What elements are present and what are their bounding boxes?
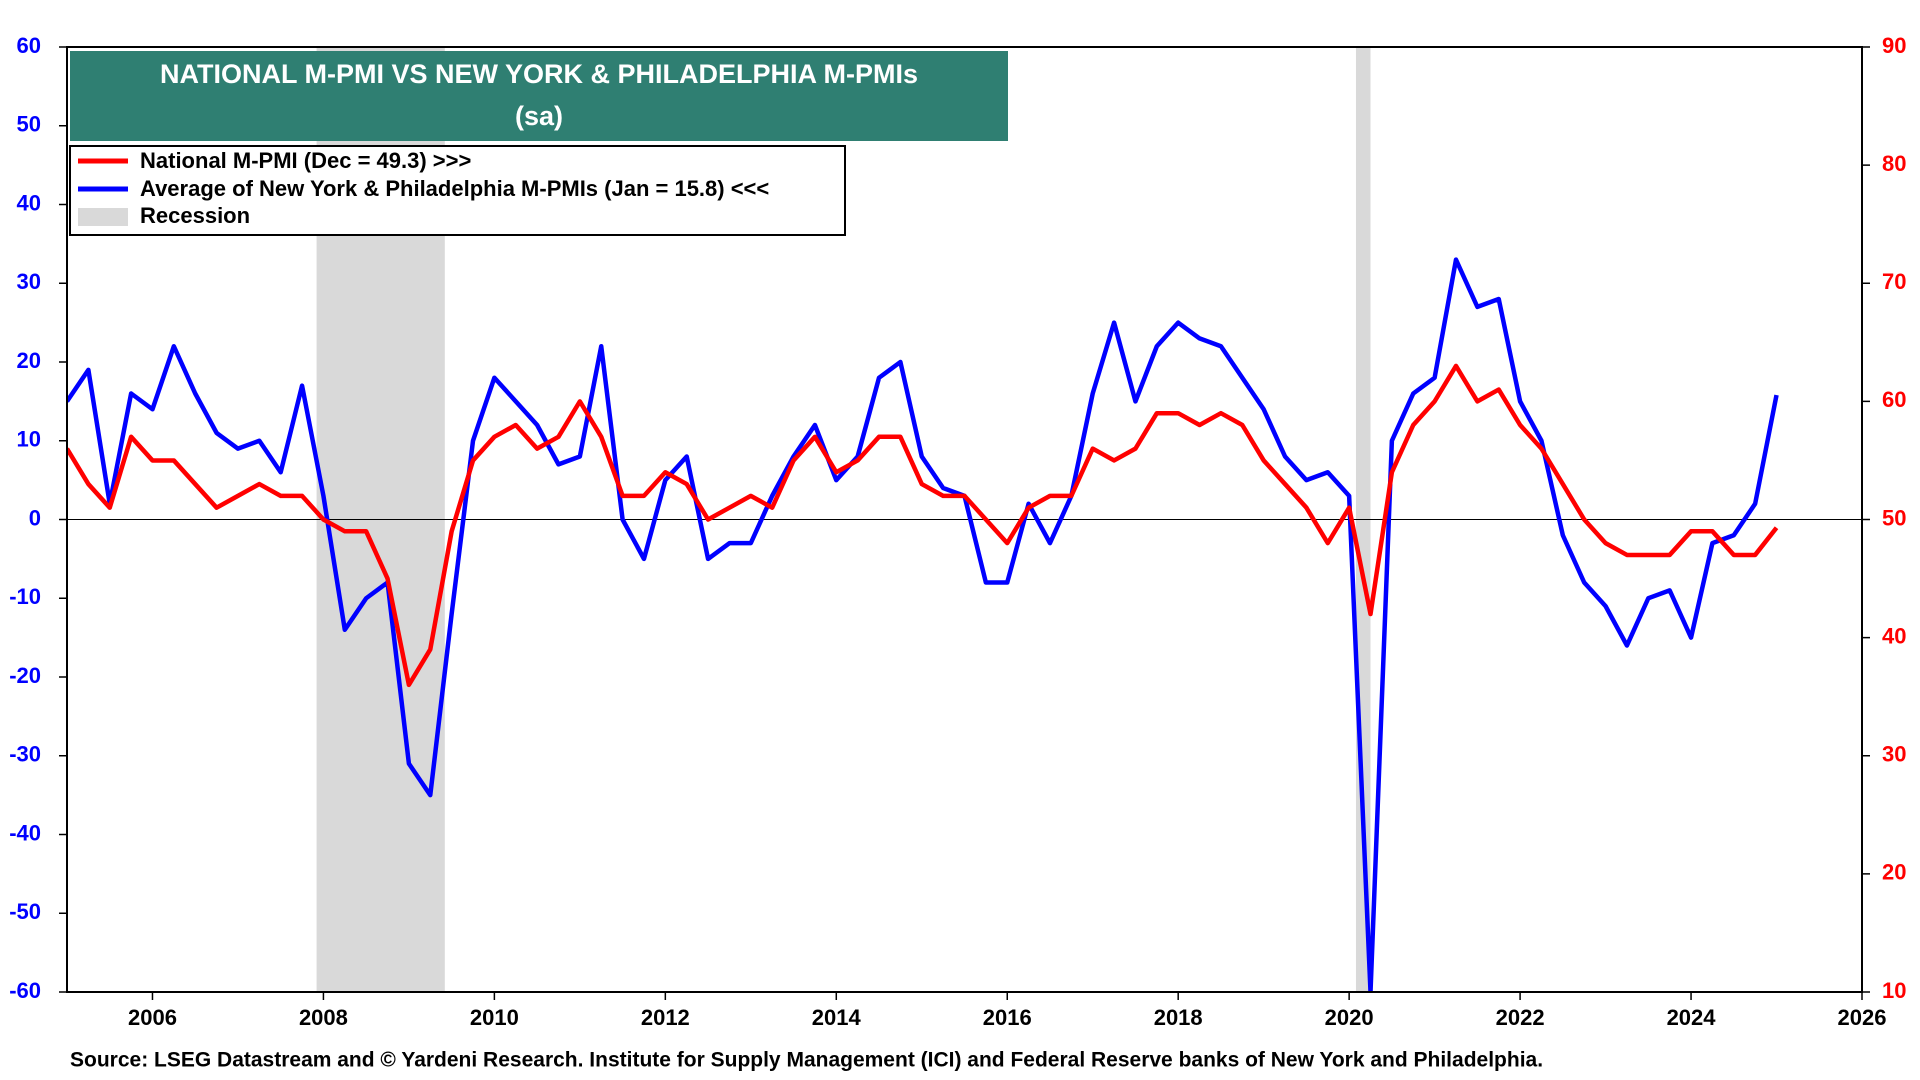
y2-tick-label: 70 — [1882, 269, 1906, 294]
x-tick-label: 2020 — [1325, 1005, 1374, 1030]
y2-tick-label: 30 — [1882, 742, 1906, 767]
y-tick-label: -10 — [9, 584, 41, 609]
chart-title: NATIONAL M-PMI VS NEW YORK & PHILADELPHI… — [160, 59, 918, 89]
y-tick-label: -40 — [9, 820, 41, 845]
x-tick-label: 2010 — [470, 1005, 519, 1030]
y-tick-label: -20 — [9, 663, 41, 688]
y-tick-label: 50 — [17, 112, 41, 137]
y2-tick-label: 40 — [1882, 623, 1906, 648]
y2-tick-label: 50 — [1882, 505, 1906, 530]
x-tick-label: 2006 — [128, 1005, 177, 1030]
y-tick-label: 60 — [17, 33, 41, 58]
legend-label: National M-PMI (Dec = 49.3) >>> — [140, 148, 471, 173]
legend-swatch — [78, 208, 128, 226]
y-tick-label: 40 — [17, 190, 41, 215]
x-tick-label: 2012 — [641, 1005, 690, 1030]
x-tick-label: 2022 — [1496, 1005, 1545, 1030]
legend-box — [69, 145, 846, 236]
y2-tick-label: 20 — [1882, 860, 1906, 885]
series-line — [67, 363, 1779, 688]
y2-tick-label: 80 — [1882, 151, 1906, 176]
y-tick-label: 0 — [29, 505, 41, 530]
y2-tick-label: 90 — [1882, 33, 1906, 58]
source-note: Source: LSEG Datastream and © Yardeni Re… — [70, 1049, 1543, 1072]
legend-label: Average of New York & Philadelphia M-PMI… — [140, 176, 769, 201]
legend: National M-PMI (Dec = 49.3) >>> Average … — [69, 145, 846, 236]
x-tick-label: 2014 — [812, 1005, 862, 1030]
chart-subtitle: (sa) — [515, 101, 563, 131]
y-tick-label: -60 — [9, 978, 41, 1003]
y2-tick-label: 60 — [1882, 387, 1906, 412]
title-box — [70, 51, 1008, 141]
y-tick-label: 20 — [17, 348, 41, 373]
y-tick-label: -30 — [9, 742, 41, 767]
series-line — [67, 257, 1779, 992]
y-tick-label: 30 — [17, 269, 41, 294]
x-tick-label: 2016 — [983, 1005, 1032, 1030]
y2-tick-label: 10 — [1882, 978, 1906, 1003]
series-layer — [67, 257, 1779, 992]
y-tick-label: 10 — [17, 427, 41, 452]
legend-label: Recession — [140, 203, 250, 228]
x-tick-label: 2026 — [1838, 1005, 1887, 1030]
y-tick-label: -50 — [9, 899, 41, 924]
x-tick-label: 2024 — [1667, 1005, 1717, 1030]
x-tick-label: 2018 — [1154, 1005, 1203, 1030]
x-tick-label: 2008 — [299, 1005, 348, 1030]
